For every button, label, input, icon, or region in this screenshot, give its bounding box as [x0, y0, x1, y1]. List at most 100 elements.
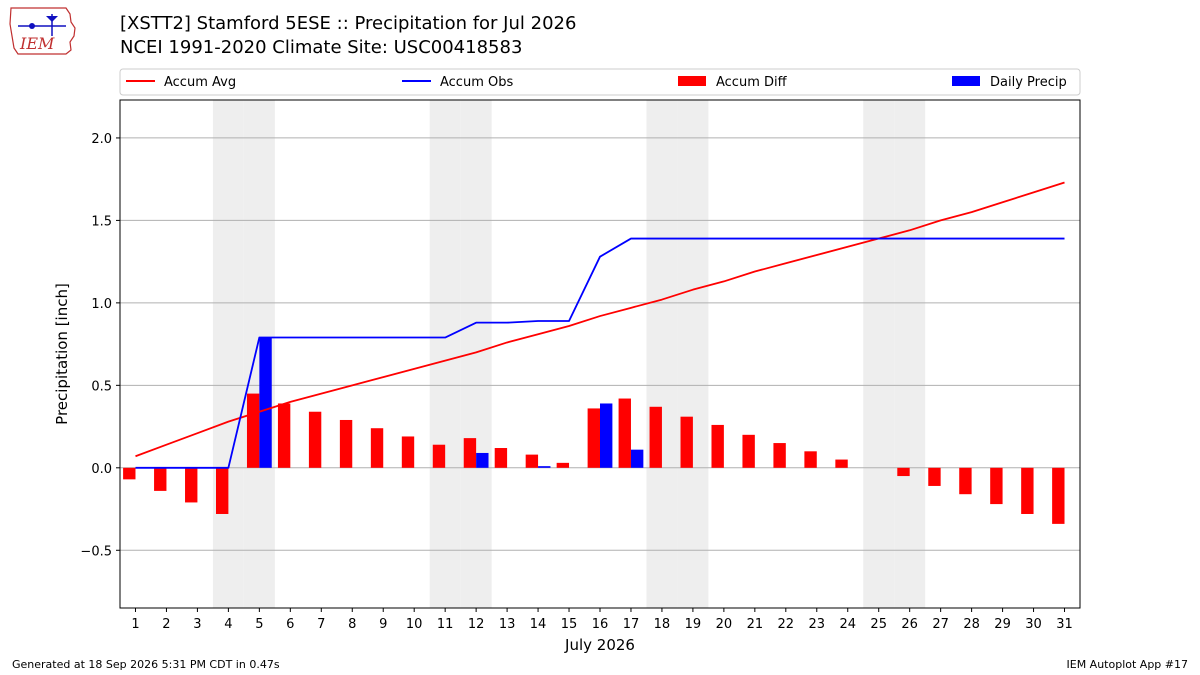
- x-tick-label: 19: [685, 617, 702, 632]
- accum-diff-bar: [277, 403, 291, 468]
- y-tick-label: 1.5: [91, 214, 112, 229]
- accum-diff-bar: [1052, 467, 1065, 524]
- y-tick-label: 2.0: [91, 132, 112, 147]
- accum-diff-bar: [216, 467, 229, 514]
- x-tick-label: 11: [437, 617, 454, 632]
- chart-title: [XSTT2] Stamford 5ESE :: Precipitation f…: [120, 13, 577, 34]
- x-tick-label: 28: [963, 617, 980, 632]
- legend-swatch-accum-diff: [678, 76, 706, 86]
- x-tick-label: 7: [317, 617, 325, 632]
- accum-obs-line: [135, 237, 1065, 469]
- daily-precip-bar: [630, 449, 644, 468]
- weekend-bands: [212, 100, 926, 608]
- accum-diff-bar: [185, 467, 198, 503]
- legend-label-accum-diff: Accum Diff: [716, 75, 788, 90]
- daily-precip-bar: [259, 337, 272, 468]
- y-tick-label: 0.5: [91, 379, 112, 394]
- x-tick-label: 18: [654, 617, 671, 632]
- daily-precip-bar: [476, 452, 489, 468]
- accum-diff-bar: [804, 451, 817, 468]
- generated-timestamp: Generated at 18 Sep 2026 5:31 PM CDT in …: [12, 658, 280, 671]
- x-tick-label: 21: [747, 617, 764, 632]
- x-tick-label: 3: [193, 617, 201, 632]
- x-tick-label: 25: [870, 617, 887, 632]
- y-axis: −0.5 0.0 0.5 1.0 1.5 2.0: [80, 132, 120, 559]
- legend-swatch-daily-precip: [952, 76, 980, 86]
- accum-diff-bar: [370, 428, 384, 468]
- y-tick-label: 1.0: [91, 297, 112, 312]
- weekend-band-day-25: [863, 100, 895, 608]
- x-tick-label: 2: [162, 617, 170, 632]
- accum-diff-bar: [308, 411, 322, 468]
- x-tick-label: 12: [468, 617, 485, 632]
- accum-diff-bar: [680, 416, 693, 468]
- accum-diff-bar: [711, 424, 724, 468]
- weekend-band-day-26: [894, 100, 926, 608]
- x-axis: 1 2 3 4 5 6 7 8 9 10 11 12 13 14 15 16 17 18 19 20 21 22 23 24 2…: [131, 608, 1073, 632]
- accum-diff-bar: [773, 443, 786, 468]
- y-axis-label: Precipitation [inch]: [53, 283, 71, 425]
- accum-diff-bar: [587, 408, 600, 468]
- x-tick-label: 13: [499, 617, 516, 632]
- accum-diff-bar: [928, 467, 941, 486]
- weekend-band-day-18: [646, 100, 678, 608]
- x-tick-label: 16: [592, 617, 609, 632]
- accum-diff-bar: [556, 462, 570, 468]
- app-label: IEM Autoplot App #17: [1066, 658, 1189, 671]
- legend-label-daily-precip: Daily Precip: [990, 75, 1067, 90]
- x-tick-label: 23: [809, 617, 826, 632]
- accum-diff-bar: [123, 467, 136, 480]
- bars: [123, 337, 1065, 524]
- daily-precip-bar: [600, 403, 613, 468]
- accum-diff-bar: [897, 467, 910, 477]
- accum-diff-bar: [154, 467, 167, 491]
- accum-diff-bar: [339, 419, 353, 468]
- legend-label-accum-obs: Accum Obs: [440, 75, 513, 90]
- accum-diff-bar: [649, 406, 662, 468]
- accum-diff-bar: [463, 438, 477, 468]
- x-tick-label: 6: [286, 617, 294, 632]
- chart-subtitle: NCEI 1991-2020 Climate Site: USC00418583: [120, 37, 523, 58]
- weekend-band-day-19: [677, 100, 709, 608]
- accum-diff-bar: [432, 444, 446, 468]
- weekend-band-day-4: [212, 100, 244, 608]
- x-tick-label: 4: [224, 617, 232, 632]
- x-tick-label: 9: [379, 617, 387, 632]
- logo-text: IEM: [19, 34, 55, 53]
- iem-logo: IEM: [9, 7, 76, 55]
- accum-diff-bar: [1021, 467, 1034, 514]
- daily-precip-bar: [538, 466, 551, 468]
- x-tick-label: 22: [778, 617, 795, 632]
- y-tick-label: −0.5: [80, 544, 112, 559]
- y-tick-label: 0.0: [91, 462, 112, 477]
- x-tick-label: 14: [530, 617, 547, 632]
- x-tick-label: 20: [716, 617, 733, 632]
- accum-diff-bar: [494, 448, 508, 468]
- accum-diff-bar: [246, 393, 260, 468]
- legend-label-accum-avg: Accum Avg: [164, 75, 236, 90]
- accum-diff-bar: [742, 434, 755, 468]
- accum-diff-bar: [401, 436, 415, 468]
- x-tick-label: 5: [255, 617, 263, 632]
- x-axis-label: July 2026: [564, 636, 635, 654]
- accum-diff-bar: [990, 467, 1003, 505]
- x-tick-label: 17: [623, 617, 640, 632]
- x-tick-label: 27: [932, 617, 949, 632]
- legend: Accum Avg Accum Obs Accum Diff Daily Pre…: [119, 68, 1081, 96]
- x-tick-label: 31: [1056, 617, 1073, 632]
- x-tick-label: 29: [994, 617, 1011, 632]
- accum-diff-bar: [618, 398, 631, 468]
- accum-diff-bar: [525, 454, 539, 468]
- x-tick-label: 24: [839, 617, 856, 632]
- x-tick-label: 1: [131, 617, 139, 632]
- legend-box: [119, 68, 1081, 96]
- x-tick-label: 10: [406, 617, 423, 632]
- x-tick-label: 8: [348, 617, 356, 632]
- iowa-state-outline: [9, 7, 76, 55]
- weekend-band-day-11: [429, 100, 461, 608]
- weekend-band-day-12: [460, 100, 492, 608]
- series-lines: [135, 181, 1065, 469]
- accum-avg-line: [135, 181, 1065, 458]
- x-tick-label: 15: [561, 617, 578, 632]
